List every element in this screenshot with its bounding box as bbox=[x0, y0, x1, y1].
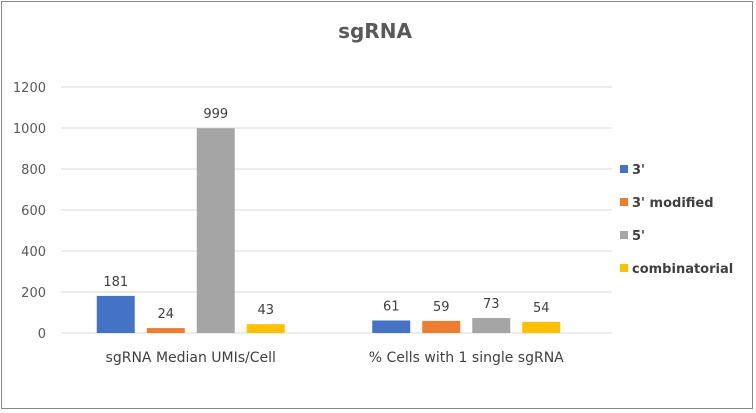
y-tick-label: 400 bbox=[21, 245, 46, 260]
bar bbox=[472, 318, 511, 333]
bar bbox=[522, 321, 561, 333]
legend-swatch bbox=[620, 231, 628, 239]
bar bbox=[422, 320, 461, 333]
bar bbox=[96, 295, 135, 333]
data-label: 43 bbox=[257, 303, 274, 318]
legend-swatch bbox=[620, 264, 628, 272]
bar bbox=[372, 320, 411, 333]
data-label: 54 bbox=[533, 301, 550, 316]
data-label: 999 bbox=[203, 107, 228, 122]
data-label: 61 bbox=[383, 299, 400, 314]
y-tick-label: 1000 bbox=[13, 122, 46, 137]
legend-label: combinatorial bbox=[632, 262, 733, 277]
legend-label: 5' bbox=[632, 229, 645, 244]
legend-label: 3' bbox=[632, 163, 645, 178]
data-label: 73 bbox=[483, 297, 500, 312]
legend-swatch bbox=[620, 165, 628, 173]
data-label: 59 bbox=[433, 300, 450, 315]
x-category-label: sgRNA Median UMIs/Cell bbox=[106, 350, 276, 366]
y-tick-label: 800 bbox=[21, 163, 46, 178]
bar bbox=[146, 328, 185, 333]
y-tick-label: 600 bbox=[21, 204, 46, 219]
bar bbox=[246, 324, 285, 333]
legend-swatch bbox=[620, 198, 628, 206]
y-tick-label: 0 bbox=[38, 327, 46, 342]
x-category-label: % Cells with 1 single sgRNA bbox=[369, 350, 564, 366]
y-tick-label: 200 bbox=[21, 286, 46, 301]
chart-title: sgRNA bbox=[338, 19, 412, 43]
data-label: 24 bbox=[157, 307, 174, 322]
data-label: 181 bbox=[103, 275, 128, 290]
legend-label: 3' modified bbox=[632, 196, 714, 211]
bar bbox=[196, 128, 235, 333]
y-tick-label: 1200 bbox=[13, 81, 46, 96]
